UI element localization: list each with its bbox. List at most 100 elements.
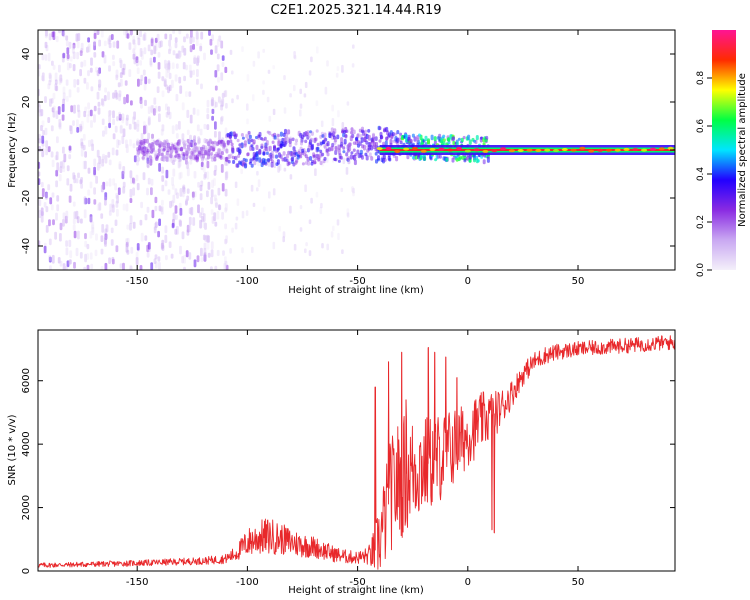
spectrogram-cell	[147, 242, 151, 250]
spectrogram-cell	[140, 74, 144, 81]
spectrogram-cell	[430, 134, 434, 141]
spectrogram-cell	[171, 79, 174, 89]
spectrogram-cell	[360, 155, 364, 160]
spectrogram-cell	[83, 110, 87, 118]
spectrogram-cell	[152, 144, 155, 150]
spectrogram-cell	[89, 181, 93, 189]
spectrogram-cell	[171, 62, 175, 69]
spectrogram-cell	[146, 187, 149, 196]
spectrogram-cell	[157, 52, 161, 58]
spectrogram-cell	[101, 118, 105, 125]
spectrogram-cell	[403, 147, 410, 151]
spectrogram-cell	[153, 222, 157, 231]
spectrogram-cell	[121, 67, 125, 75]
spectrogram-cell	[141, 156, 145, 161]
spectrogram-cell	[93, 39, 97, 46]
spectrogram-cell	[354, 152, 358, 156]
spectrogram-cell	[61, 160, 65, 169]
spectrogram-cell	[268, 191, 271, 199]
snr-x-tick-label: 50	[572, 577, 585, 588]
colorbar-label: Normalized spectral amplitude	[737, 73, 748, 227]
spectrogram-cell	[80, 148, 84, 157]
spectrogram-cell	[158, 143, 162, 148]
spectrogram-cell	[45, 140, 48, 148]
spectrogram-cell	[193, 149, 197, 153]
spectrogram-cell	[367, 147, 371, 151]
spectrogram-cell	[180, 154, 184, 158]
spectrogram-cell	[222, 146, 226, 152]
spectrogram-cell	[100, 248, 104, 255]
spectrogram-cell	[139, 60, 142, 66]
spectrogram-cell	[218, 205, 222, 211]
spectrogram-cell	[147, 144, 151, 149]
spectrogram-cell	[301, 162, 305, 166]
spectrogram-cell	[306, 148, 310, 153]
spectrogram-cell	[188, 147, 191, 151]
spectrogram-cell	[145, 154, 149, 158]
spectrogram-cell	[252, 156, 256, 161]
spectrogram-cell	[149, 57, 153, 66]
spectrogram-cell	[89, 109, 93, 117]
figure-title: C2E1.2025.321.14.44.R19	[270, 3, 441, 18]
spectrogram-cell	[188, 64, 192, 73]
spectrogram-cell	[89, 252, 93, 260]
spectrogram-cell	[93, 187, 96, 195]
spectrogram-cell	[189, 36, 193, 45]
spectrogram-cell	[130, 100, 133, 106]
spectrogram-cell	[165, 169, 169, 179]
spectrogram-cell	[447, 148, 454, 152]
spectrogram-cell	[181, 138, 185, 143]
spectrogram-cell	[183, 36, 186, 43]
spectrogram-cell	[364, 129, 368, 133]
spectrogram-cell	[91, 224, 94, 233]
spectrogram-cell	[245, 210, 249, 216]
spectrogram-cell	[152, 146, 155, 151]
spectrogram-cell	[384, 140, 388, 146]
spectrogram-cell	[142, 150, 146, 157]
spectrogram-cell	[337, 159, 341, 163]
spectrogram-cell	[121, 116, 125, 124]
spectrogram-cell	[118, 113, 122, 121]
spectrogram-cell	[178, 120, 181, 130]
spectrogram-cell	[140, 132, 144, 141]
spectrogram-cell	[98, 202, 102, 211]
spectrogram-cell	[447, 138, 451, 142]
spectrogram-cell	[424, 135, 428, 142]
spectrogram-cell	[192, 191, 195, 201]
spectrogram-cell	[126, 224, 130, 230]
spectrogram-cell	[45, 147, 48, 156]
spectrogram-cell	[226, 140, 230, 145]
spectrogram-cell	[160, 152, 164, 157]
spectrogram-cell	[193, 145, 197, 150]
spectrogram-cell	[93, 166, 96, 176]
spectrogram-cell	[321, 134, 325, 138]
spectrogram-cell	[89, 216, 93, 224]
spectrogram-cell	[154, 41, 158, 51]
spectrogram-cell	[108, 210, 112, 216]
spectrogram-cell	[294, 142, 298, 146]
snr-series	[38, 335, 675, 570]
spectrogram-cell	[262, 80, 265, 85]
spectrogram-cell	[210, 49, 213, 55]
spectrogram-cell	[51, 192, 55, 198]
snr-x-tick-label: -100	[236, 577, 259, 588]
spectrogram-cell	[185, 250, 189, 258]
spectrogram-cell	[352, 141, 356, 145]
spectrogram-cell	[225, 102, 228, 109]
spectrogram-cell	[135, 56, 139, 63]
spectrogram-cell	[250, 184, 254, 192]
spectrogram-cell	[59, 161, 63, 168]
spectrogram-cell	[310, 197, 313, 204]
spectrogram-cell	[154, 254, 158, 260]
spectrogram-cell	[151, 147, 155, 153]
spectrogram-cell	[197, 146, 201, 152]
spectrogram-cell	[149, 155, 153, 160]
spectrogram-cell	[300, 140, 303, 146]
spectrogram-cell	[167, 154, 171, 158]
spectrogram-cell	[202, 144, 205, 150]
spectrogram-cell	[193, 149, 196, 156]
spectrogram-cell	[243, 143, 247, 148]
spectrogram-cell	[650, 147, 656, 151]
spectrogram-cell	[112, 118, 115, 125]
spectrogram-cell	[451, 137, 455, 142]
